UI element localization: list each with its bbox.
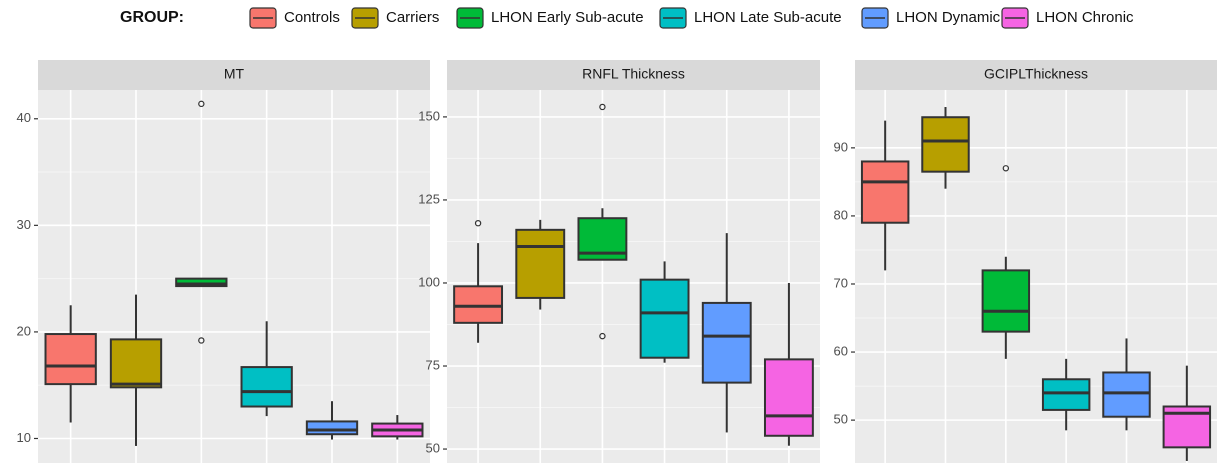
strip bbox=[38, 60, 430, 90]
box bbox=[175, 277, 228, 288]
strip bbox=[447, 60, 820, 90]
legend-label: Carriers bbox=[386, 9, 439, 26]
box bbox=[1041, 378, 1091, 411]
outlier bbox=[198, 100, 205, 108]
box bbox=[109, 338, 163, 389]
outlier bbox=[1002, 165, 1010, 172]
legend-title: GROUP: bbox=[120, 9, 184, 26]
box bbox=[981, 269, 1031, 333]
box bbox=[305, 420, 359, 436]
strip bbox=[855, 60, 1217, 90]
y-tick-label: 125 bbox=[418, 191, 440, 206]
y-tick-label: 100 bbox=[418, 274, 440, 289]
box bbox=[921, 116, 970, 173]
box bbox=[763, 358, 814, 437]
box bbox=[453, 285, 504, 324]
y-tick-label: 50 bbox=[834, 412, 848, 427]
y-tick-label: 40 bbox=[17, 110, 31, 125]
panel-title: GCIPLThickness bbox=[984, 66, 1088, 82]
y-tick-label: 70 bbox=[834, 275, 848, 290]
y-tick-label: 60 bbox=[834, 343, 848, 358]
y-tick-label: 30 bbox=[17, 217, 31, 232]
y-tick-label: 80 bbox=[834, 207, 848, 222]
outlier bbox=[198, 337, 205, 344]
box bbox=[860, 160, 910, 224]
legend-label: Controls bbox=[284, 9, 340, 26]
outlier bbox=[474, 219, 482, 227]
box bbox=[44, 333, 97, 386]
panel-bg bbox=[447, 90, 820, 463]
panel-bg bbox=[855, 90, 1217, 463]
y-tick-label: 150 bbox=[418, 108, 440, 123]
legend-label: LHON Early Sub-acute bbox=[491, 9, 644, 26]
panel-title: RNFL Thickness bbox=[582, 66, 685, 82]
panel-title: MT bbox=[224, 66, 245, 82]
box bbox=[701, 301, 752, 384]
y-tick-label: 20 bbox=[17, 323, 31, 338]
legend-label: LHON Dynamic bbox=[896, 9, 1001, 26]
y-tick-label: 75 bbox=[426, 357, 440, 372]
box bbox=[515, 228, 566, 299]
box bbox=[1102, 371, 1151, 418]
box bbox=[240, 366, 293, 408]
box bbox=[639, 278, 690, 359]
y-tick-label: 50 bbox=[426, 440, 440, 455]
outlier bbox=[599, 332, 606, 340]
legend-label: LHON Late Sub-acute bbox=[694, 9, 842, 26]
outlier bbox=[599, 103, 606, 111]
y-tick-label: 10 bbox=[17, 430, 31, 445]
panel-bg bbox=[38, 90, 430, 463]
legend-label: LHON Chronic bbox=[1036, 9, 1134, 26]
y-tick-label: 90 bbox=[834, 139, 848, 154]
